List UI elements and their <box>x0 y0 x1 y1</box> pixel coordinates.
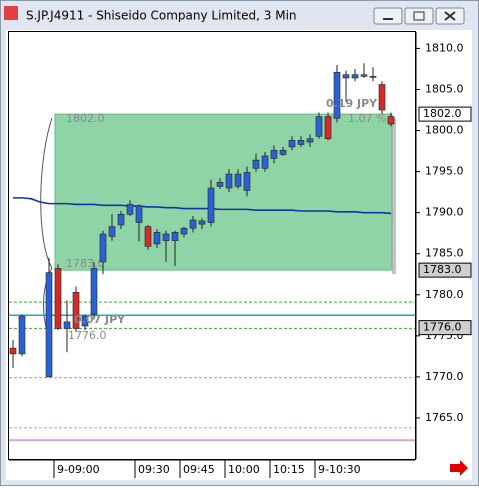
box-bottom-label: 1783.0 <box>66 257 105 270</box>
candle-body <box>216 181 224 187</box>
candle-body <box>180 227 188 235</box>
box-top-label: 1802.0 <box>66 112 105 125</box>
candle-body <box>90 268 98 315</box>
minimize-button[interactable] <box>373 7 403 25</box>
measure-box <box>54 113 393 271</box>
price-marker <box>418 320 472 336</box>
y-tick-label: 1805.0 <box>425 82 464 95</box>
candle-body <box>333 71 341 119</box>
candle-body <box>279 149 287 155</box>
y-tick-label: 1785.0 <box>425 247 464 260</box>
candle-body <box>81 315 89 327</box>
candle-body <box>288 140 296 148</box>
candle-body <box>153 232 161 245</box>
candle-body <box>18 315 26 355</box>
candle-body <box>297 140 305 145</box>
price-marker-label: 1776.0 <box>423 321 462 334</box>
price-marker <box>418 262 472 278</box>
window-title: S.JP.J4911 - Shiseido Company Limited, 3… <box>26 9 297 23</box>
box-change: 0.19 JPY <box>326 97 378 110</box>
candle-body <box>342 74 350 79</box>
candle-body <box>207 187 215 223</box>
candle-body <box>108 226 116 237</box>
y-tick-label: 1810.0 <box>425 41 464 54</box>
candle-body <box>378 84 386 111</box>
candle-body <box>72 292 80 329</box>
maximize-icon <box>413 11 425 21</box>
box-change-pct: 1.07 % <box>348 112 386 125</box>
candle-body <box>144 226 152 247</box>
candle-body <box>162 233 170 241</box>
candle-body <box>117 213 125 226</box>
candle-body <box>315 116 323 137</box>
candle-body <box>126 204 134 215</box>
x-tick-label: 10:00 <box>228 463 260 476</box>
x-tick-label: 09:45 <box>183 463 215 476</box>
candle-body <box>387 116 395 125</box>
candle-body <box>324 116 332 140</box>
y-tick-label: 1765.0 <box>425 411 464 424</box>
maximize-button[interactable] <box>404 7 434 25</box>
candle-body <box>243 172 251 191</box>
candle-body <box>135 205 143 223</box>
candle-body <box>234 173 242 187</box>
x-tick-label: 9-09:00 <box>57 463 100 476</box>
price-marker-label: 1783.0 <box>423 263 462 276</box>
average-line <box>13 197 392 215</box>
candle-body <box>261 155 269 169</box>
candle-body <box>54 268 62 329</box>
candle-body <box>369 76 377 78</box>
y-tick-label: 1795.0 <box>425 165 464 178</box>
candle-body <box>360 74 368 77</box>
candle-body <box>189 219 197 229</box>
candle-body <box>45 272 53 378</box>
close-icon <box>444 11 456 21</box>
candle-body <box>351 74 359 79</box>
window-icon <box>4 6 18 20</box>
candle-body <box>252 159 260 169</box>
measure-label: 1776.0 <box>68 329 107 342</box>
y-tick-label: 1790.0 <box>425 206 464 219</box>
y-tick-label: 1780.0 <box>425 288 464 301</box>
candle-body <box>99 233 107 263</box>
box-shadow <box>392 118 396 275</box>
measure-change: 0.07 JPY <box>74 313 126 326</box>
x-tick-label: 10:15 <box>273 463 305 476</box>
x-tick-label: 9-10:30 <box>318 463 361 476</box>
x-tick-label: 09:30 <box>138 463 170 476</box>
candle-body <box>171 232 179 241</box>
y-tick-label: 1770.0 <box>425 370 464 383</box>
candle-body <box>306 138 314 143</box>
candle-body <box>63 321 71 329</box>
price-marker <box>418 106 472 122</box>
y-tick-label: 1800.0 <box>425 124 464 137</box>
scroll-arrow[interactable] <box>450 460 468 476</box>
candle-body <box>225 173 233 189</box>
price-marker-label: 1802.0 <box>423 107 462 120</box>
candle-body <box>198 220 206 225</box>
candle-body <box>9 347 17 355</box>
candle-body <box>270 149 278 159</box>
